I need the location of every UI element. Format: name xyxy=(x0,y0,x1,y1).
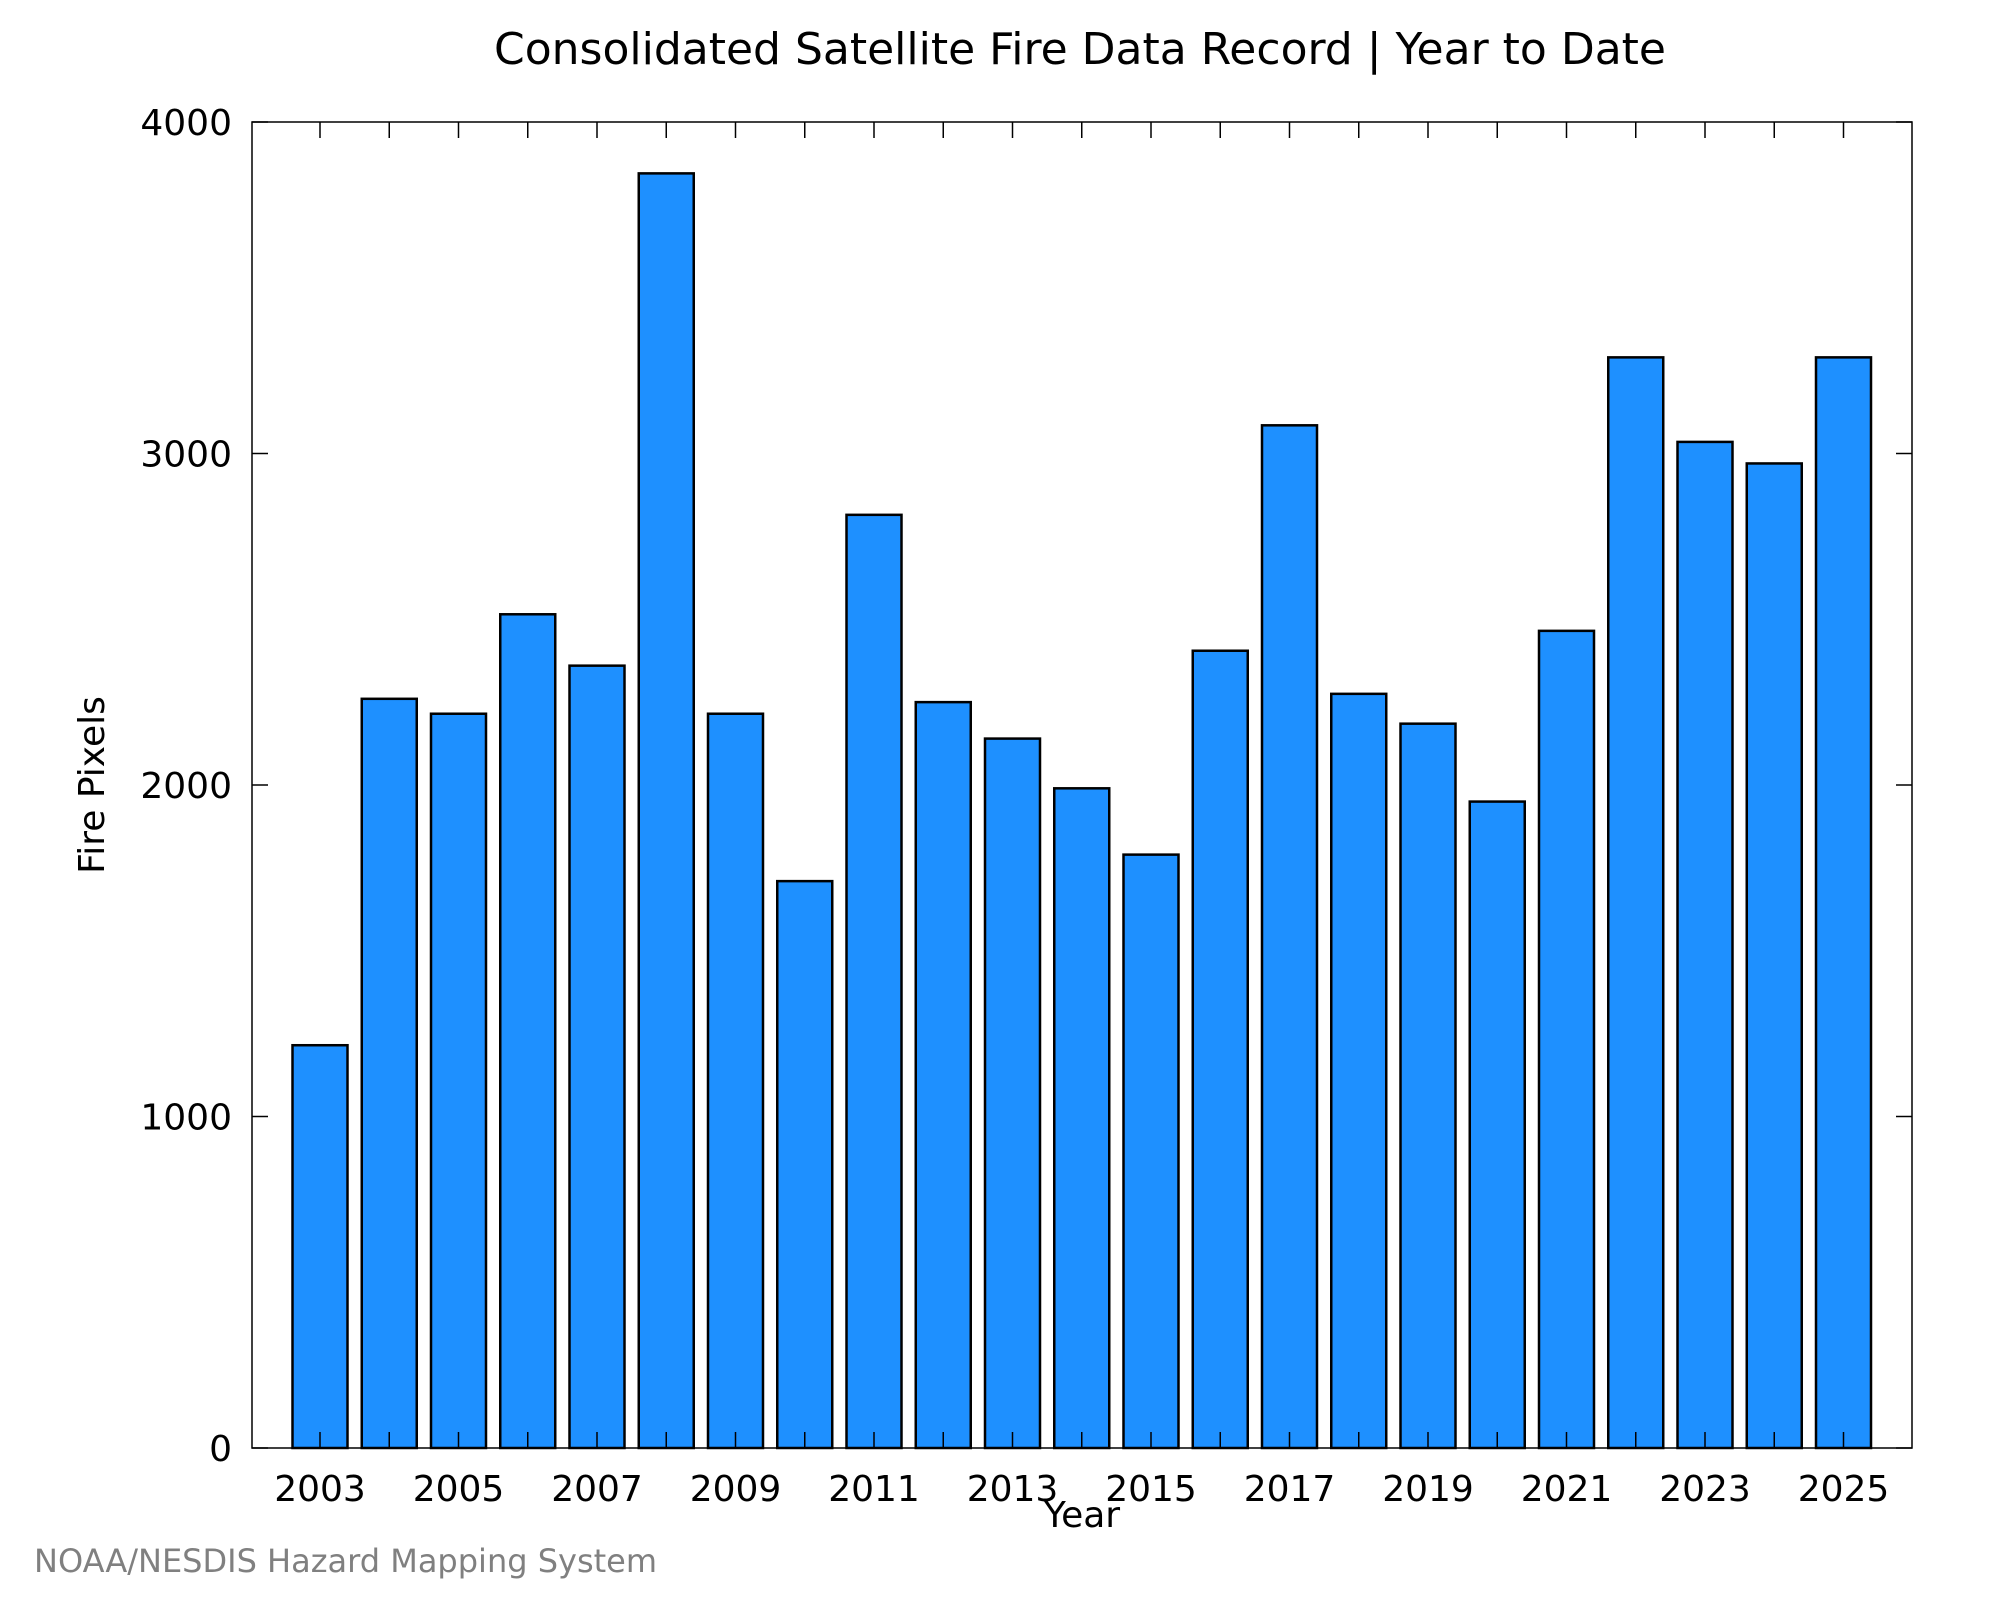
bar-2011 xyxy=(845,513,903,1450)
bar-2012 xyxy=(914,700,972,1450)
ticks-group: 0 1000 2000 3000 4000 2003 2005 2007 2009 2011 201… xyxy=(140,103,1912,1510)
x-tick-label: 2013 xyxy=(967,1469,1059,1510)
bars-group xyxy=(291,172,1873,1450)
x-tick-label: 2003 xyxy=(274,1469,366,1510)
bar-2007 xyxy=(568,664,626,1450)
bar-2024 xyxy=(1745,462,1803,1450)
y-tick-label: 2000 xyxy=(140,766,232,807)
x-tick-label: 2019 xyxy=(1382,1469,1474,1510)
x-tick-label: 2023 xyxy=(1659,1469,1751,1510)
bar-2025 xyxy=(1814,356,1873,1450)
x-tick-label: 2005 xyxy=(413,1469,505,1510)
bar-2017 xyxy=(1260,424,1319,1450)
bar-2005 xyxy=(429,712,488,1450)
x-tick-label: 2017 xyxy=(1244,1469,1336,1510)
y-tick-label: 3000 xyxy=(140,435,232,476)
bar-2009 xyxy=(706,712,765,1450)
bar-2006 xyxy=(499,613,557,1450)
bar-2018 xyxy=(1330,692,1388,1450)
bar-2016 xyxy=(1191,649,1249,1450)
y-tick-label: 4000 xyxy=(140,103,232,144)
x-tick-label: 2021 xyxy=(1521,1469,1613,1510)
bar-2008 xyxy=(637,172,695,1450)
x-tick-label: 2011 xyxy=(828,1469,920,1510)
y-axis-label: Fire Pixels xyxy=(72,696,113,874)
bar-2021 xyxy=(1537,629,1596,1450)
x-tick-label: 2015 xyxy=(1105,1469,1197,1510)
y-tick-label: 0 xyxy=(209,1429,232,1470)
credit-text: NOAA/NESDIS Hazard Mapping System xyxy=(34,1542,657,1580)
x-tick-label: 2009 xyxy=(690,1469,782,1510)
x-tick-label: 2025 xyxy=(1798,1469,1890,1510)
x-axis-label: Year xyxy=(1043,1495,1120,1536)
bar-2004 xyxy=(360,697,418,1450)
bar-2013 xyxy=(983,737,1042,1450)
bar-2022 xyxy=(1607,356,1665,1450)
x-tick-label: 2007 xyxy=(551,1469,643,1510)
bar-2023 xyxy=(1676,440,1734,1450)
bar-2010 xyxy=(776,879,834,1450)
bar-2014 xyxy=(1053,787,1111,1450)
y-tick-label: 1000 xyxy=(140,1098,232,1139)
plot-frame xyxy=(251,121,1913,1449)
bar-2019 xyxy=(1399,722,1457,1450)
bar-2020 xyxy=(1468,800,1526,1450)
bar-2015 xyxy=(1122,853,1180,1450)
bar-2003 xyxy=(291,1043,349,1450)
chart-title: Consolidated Satellite Fire Data Record … xyxy=(494,24,1666,75)
